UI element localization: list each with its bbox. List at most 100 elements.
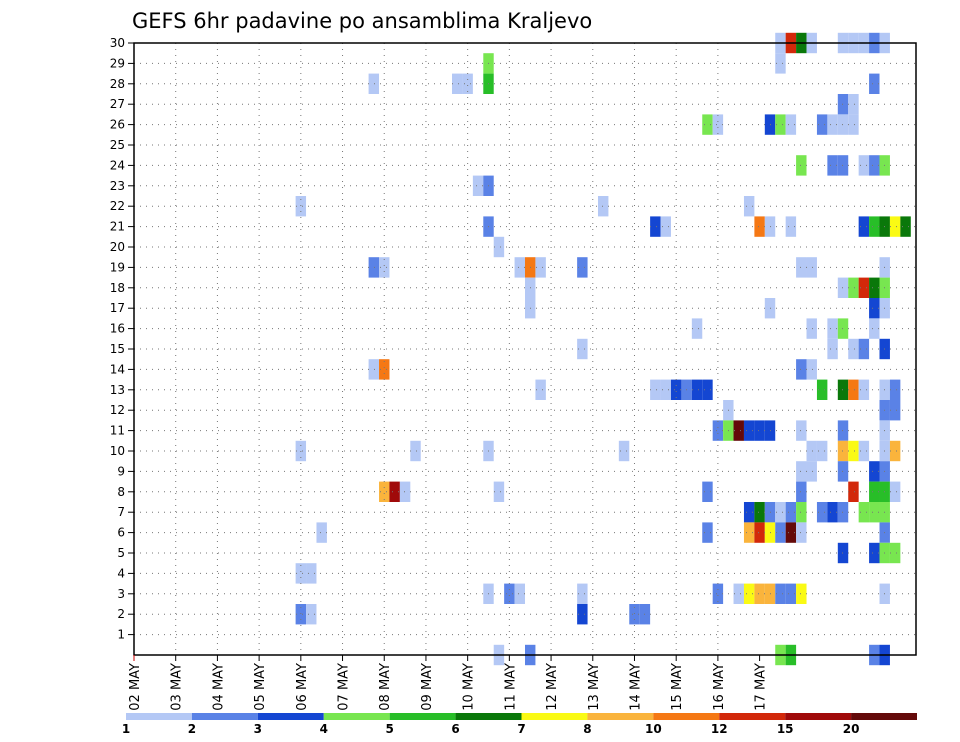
heat-cell <box>796 257 807 278</box>
legend-label: 12 <box>711 722 728 736</box>
heat-cell <box>462 73 473 94</box>
y-tick-label: 9 <box>117 464 125 478</box>
heat-cell <box>869 461 880 482</box>
y-tick-label: 19 <box>110 260 125 274</box>
y-tick-label: 16 <box>110 322 125 336</box>
heat-cell <box>535 257 546 278</box>
legend-swatch <box>521 713 588 720</box>
heat-cell <box>827 155 838 176</box>
legend-swatch <box>785 713 852 720</box>
heat-cell <box>858 155 870 176</box>
y-tick-label: 12 <box>110 403 125 417</box>
heat-cell <box>889 400 901 421</box>
heat-cell <box>712 583 724 604</box>
heat-cell <box>889 379 901 400</box>
heat-cell <box>858 440 870 462</box>
heat-cell <box>837 94 849 115</box>
heat-cell <box>869 502 880 523</box>
chart-title: GEFS 6hr padavine po ansamblima Kraljevo <box>132 9 592 33</box>
heat-cell <box>754 583 765 604</box>
heat-cell <box>306 604 317 625</box>
heat-cell <box>577 604 588 625</box>
heat-cell <box>816 502 828 523</box>
heat-cell <box>368 359 380 380</box>
heat-cell <box>535 379 546 400</box>
heat-cell <box>743 522 755 543</box>
y-tick-label: 25 <box>110 138 125 152</box>
heat-cell <box>650 216 661 237</box>
x-tick-label: 14 MAY <box>628 663 643 711</box>
heat-cell <box>869 277 880 298</box>
y-tick-label: 1 <box>117 628 125 642</box>
heat-cell <box>691 318 703 339</box>
legend-label: 4 <box>320 722 328 736</box>
y-tick-label: 18 <box>110 281 125 295</box>
heat-cell <box>650 379 661 400</box>
heat-cell <box>785 216 797 237</box>
heat-cell <box>379 257 390 278</box>
heat-cell <box>629 604 640 625</box>
legend-label: 7 <box>517 722 525 736</box>
heat-cell <box>597 196 609 217</box>
heat-cell <box>785 583 797 604</box>
heat-cell <box>858 379 870 400</box>
y-tick-label: 22 <box>110 199 125 213</box>
heat-cell <box>816 440 828 462</box>
y-tick-label: 23 <box>110 179 125 193</box>
x-tick-label: 02 MAY <box>128 663 143 711</box>
heat-cell <box>472 175 484 196</box>
grid-lines <box>134 43 916 655</box>
heat-cell <box>869 298 880 319</box>
heat-cell <box>869 216 880 237</box>
heat-cell <box>493 236 505 258</box>
heat-cell <box>702 481 713 502</box>
legend-label: 20 <box>843 722 860 736</box>
legend-swatch <box>126 713 192 720</box>
heat-cell <box>869 73 880 94</box>
heat-cell <box>848 379 859 400</box>
heat-cell <box>295 196 307 217</box>
heat-cell <box>869 481 880 502</box>
legend-swatch <box>587 713 654 720</box>
legend-swatch <box>455 713 522 720</box>
heat-cell <box>712 420 724 441</box>
legend-swatch <box>323 713 390 720</box>
heat-cell <box>493 481 505 502</box>
heat-cell <box>858 216 870 237</box>
heat-cell <box>848 94 859 115</box>
heat-cell <box>743 196 755 217</box>
x-tick-label: 17 MAY <box>754 663 769 711</box>
legend-label: 1 <box>122 722 130 736</box>
heat-cell <box>577 257 588 278</box>
x-tick-label: 13 MAY <box>587 663 602 711</box>
y-tick-label: 29 <box>110 56 125 70</box>
heat-cell <box>806 257 817 278</box>
heat-cell <box>796 481 807 502</box>
heat-cell <box>837 318 849 339</box>
y-tick-label: 2 <box>117 607 125 621</box>
heat-cell <box>837 114 849 135</box>
legend-swatch <box>719 713 786 720</box>
y-tick-label: 10 <box>110 444 125 458</box>
y-tick-label: 13 <box>110 383 125 397</box>
y-tick-label: 8 <box>117 485 125 499</box>
heat-cell <box>837 379 849 400</box>
heat-cell <box>379 359 390 380</box>
legend-label: 10 <box>645 722 662 736</box>
y-tick-label: 17 <box>110 301 125 315</box>
heat-cell <box>848 277 859 298</box>
heat-cell <box>775 502 786 523</box>
y-tick-label: 26 <box>110 118 125 132</box>
heat-cell <box>368 73 380 94</box>
legend-label: 15 <box>777 722 794 736</box>
heat-cell <box>858 338 870 360</box>
heat-cell <box>816 379 828 400</box>
heat-cell <box>900 216 911 237</box>
legend-swatch <box>191 713 258 720</box>
heat-cell <box>796 522 807 543</box>
heat-cell <box>514 583 525 604</box>
y-tick-label: 3 <box>117 587 125 601</box>
heat-cell <box>691 379 703 400</box>
heat-cell <box>869 155 880 176</box>
